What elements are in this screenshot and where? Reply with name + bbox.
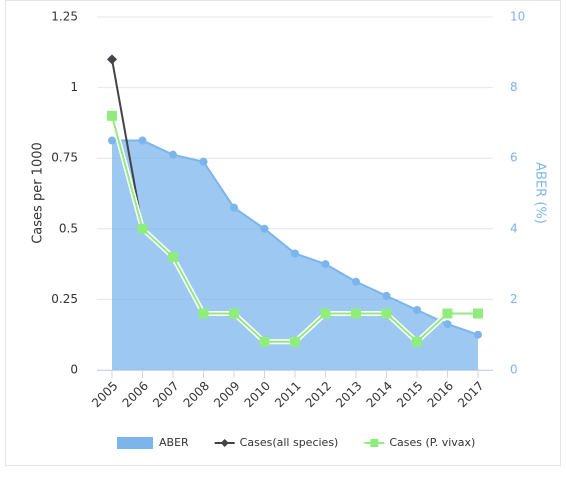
y-tick-label: 0 xyxy=(70,363,78,377)
y-tick-label: 0.75 xyxy=(51,151,78,165)
point xyxy=(382,291,391,300)
point xyxy=(168,252,178,263)
legend-item: Cases (P. vivax) xyxy=(364,436,475,449)
point xyxy=(413,305,421,314)
chart-frame xyxy=(5,0,561,466)
point xyxy=(443,320,452,329)
point xyxy=(290,336,300,347)
point xyxy=(108,136,116,145)
point xyxy=(107,54,117,65)
point xyxy=(138,136,147,145)
point xyxy=(351,308,361,319)
y-tick-label: 0.5 xyxy=(59,221,78,235)
point xyxy=(199,157,208,166)
point xyxy=(260,224,269,233)
y-tick-label: 1 xyxy=(70,80,78,94)
point xyxy=(169,150,177,159)
y2-tick-label: 6 xyxy=(510,151,518,165)
point xyxy=(412,336,422,347)
y2-tick-label: 0 xyxy=(510,363,518,377)
point xyxy=(442,308,453,319)
legend-label: ABER xyxy=(159,436,189,449)
legend-label: Cases(all species) xyxy=(240,436,339,449)
legend-marker xyxy=(370,439,379,447)
y-tick-label: 1.25 xyxy=(51,10,78,24)
point xyxy=(137,223,148,234)
y2-tick-label: 10 xyxy=(510,10,525,24)
point xyxy=(321,260,330,269)
point xyxy=(259,336,270,347)
point xyxy=(320,308,331,319)
point xyxy=(198,308,209,319)
y2-tick-label: 2 xyxy=(510,292,518,306)
point xyxy=(381,308,392,319)
y2-tick-label: 4 xyxy=(510,221,518,235)
point xyxy=(107,110,117,121)
point xyxy=(474,330,482,339)
legend-label: Cases (P. vivax) xyxy=(389,436,475,449)
legend-marker xyxy=(220,439,229,447)
point xyxy=(229,308,239,319)
y2-tick-label: 8 xyxy=(510,80,518,94)
legend-item: Cases(all species) xyxy=(214,436,339,449)
point xyxy=(230,203,238,212)
y2-axis-title: ABER (%) xyxy=(533,162,548,224)
y-axis-title: Cases per 1000 xyxy=(31,142,46,244)
point xyxy=(352,277,360,286)
legend-swatch xyxy=(117,437,153,449)
y-tick-label: 0.25 xyxy=(51,292,78,306)
point xyxy=(291,249,299,258)
legend-item: ABER xyxy=(117,436,189,449)
point xyxy=(473,308,483,319)
